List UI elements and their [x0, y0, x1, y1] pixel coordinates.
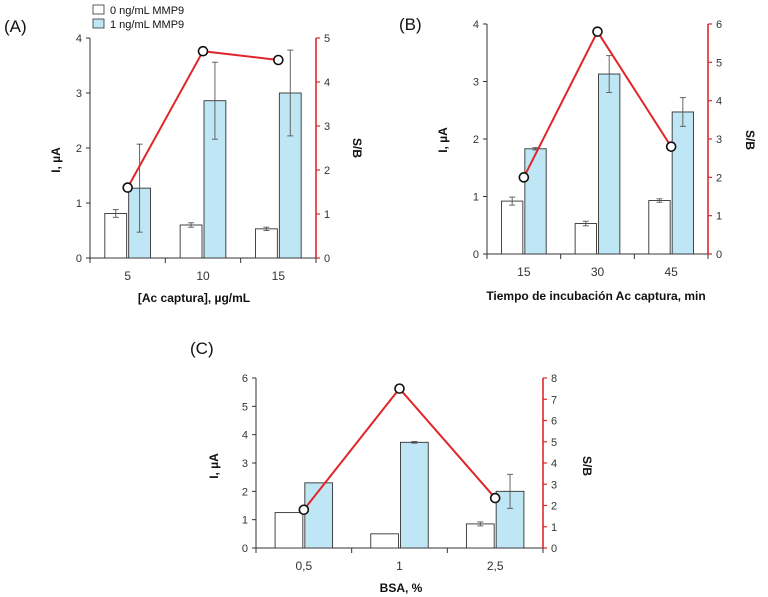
panel-c-y2tick-label: 5 [551, 437, 557, 449]
panel-a-y2label: S/B [350, 138, 364, 158]
panel-b-bar-s0-2 [648, 200, 671, 255]
panel-c-y2tick-label: 1 [551, 522, 557, 534]
panel-c-ytick-label: 3 [242, 458, 248, 470]
panel-a-xtick-label: 5 [124, 269, 131, 283]
panel-c-ytick-label: 4 [242, 430, 248, 442]
panel-b-y2tick-label: 3 [716, 134, 722, 146]
panel-b-y2tick-label: 2 [716, 172, 722, 184]
panel-a-y2tick-label: 1 [324, 209, 330, 221]
panel-a-y2tick-label: 2 [324, 165, 330, 177]
panel-b-y2tick-label: 6 [716, 19, 722, 31]
panel-a-y2tick-label: 3 [324, 121, 330, 133]
panel-c-bar-s0-2 [465, 523, 495, 549]
panel-b-label: (B) [399, 15, 422, 34]
panel-c-ytick-label: 2 [242, 486, 248, 498]
panel-c-bar-s0-0 [274, 512, 304, 549]
panel-a-ytick-label: 3 [76, 88, 82, 100]
panel-b-bar-s1-0 [524, 148, 547, 255]
panel-a-ytick-label: 2 [76, 143, 82, 155]
panel-c-label: (C) [190, 339, 214, 358]
panel-a-y2tick-label: 0 [324, 253, 330, 265]
panel-a-bar-s0-0 [104, 212, 128, 259]
panel-b-ytick-label: 3 [473, 77, 479, 89]
panel-a-xtick-label: 15 [272, 269, 286, 283]
panel-c-xtick-label: 1 [396, 559, 403, 573]
panel-c-y2label: S/B [580, 456, 594, 476]
panel-a-ylabel: I, µA [49, 147, 63, 173]
panel-a-xtick-label: 10 [196, 269, 210, 283]
panel-b-xtick-label: 15 [517, 265, 531, 279]
panel-a-y2tick-label: 5 [324, 33, 330, 45]
panel-c-sb-point-2 [489, 492, 501, 504]
panel-c-y2tick-label: 6 [551, 416, 557, 428]
legend-label-1ng: 1 ng/mL MMP9 [110, 19, 184, 31]
panel-a-sb-line [126, 50, 279, 189]
panel-b: (B) I, µA S/B Tiempo de incubación Ac ca… [399, 15, 757, 303]
panel-b-ytick-label: 0 [473, 249, 479, 261]
panel-b-ytick-label: 1 [473, 192, 479, 204]
legend: 0 ng/mL MMP9 1 ng/mL MMP9 [92, 4, 184, 31]
panel-a-bar-s0-2 [255, 228, 278, 259]
panel-c-xtick-label: 0,5 [295, 559, 312, 573]
panel-a-sb-point-0 [122, 182, 133, 193]
panel-a: (A) I, µA S/B [Ac captura], µg/mL 0 1 2 3 4 0… [4, 17, 364, 305]
panel-b-sb-point-2 [665, 141, 677, 152]
panel-b-bar-s0-1 [574, 223, 597, 255]
panel-c-bar-s0-1 [370, 533, 399, 549]
panel-a-bar-s0-1 [179, 224, 203, 259]
panel-b-y2tick-label: 4 [716, 96, 722, 108]
panel-b-xtick-label: 45 [664, 265, 678, 279]
panel-c-y2tick-label: 8 [551, 373, 557, 385]
panel-b-ytick-label: 2 [473, 134, 479, 146]
panel-a-ytick-label: 0 [76, 253, 82, 265]
panel-c-y2tick-label: 2 [551, 501, 557, 513]
panel-a-sb-point-2 [273, 54, 284, 66]
panel-c: (C) I, µA S/B BSA, % 0 1 2 3 4 5 6 0 1 2 3 4 5 6 7 8 0,5… [190, 339, 594, 595]
panel-b-ytick-label: 4 [473, 19, 479, 31]
panel-a-ytick-label: 4 [76, 33, 82, 45]
panel-c-ylabel: I, µA [207, 453, 221, 479]
panel-a-label: (A) [4, 17, 27, 36]
panel-b-bar-s0-0 [501, 200, 524, 255]
panel-c-ytick-label: 6 [242, 373, 248, 385]
panel-c-xlabel: BSA, % [380, 581, 423, 595]
legend-swatch-0ng [92, 4, 105, 15]
panel-b-ylabel: I, µA [436, 127, 450, 153]
panel-c-ytick-label: 5 [242, 401, 248, 413]
panel-c-bar-s1-0 [304, 482, 334, 549]
panel-b-y2tick-label: 0 [716, 249, 722, 261]
panel-b-sb-point-0 [518, 172, 530, 183]
panel-c-y2tick-label: 7 [551, 394, 557, 406]
panel-a-y2tick-label: 4 [324, 77, 330, 89]
panel-c-sb-point-1 [394, 383, 405, 394]
legend-label-0ng: 0 ng/mL MMP9 [110, 5, 184, 17]
panel-b-xlabel: Tiempo de incubación Ac captura, min [486, 289, 705, 303]
panel-c-xtick-label: 2,5 [487, 559, 504, 573]
panel-c-bar-s1-1 [400, 441, 429, 549]
panel-c-y2tick-label: 0 [551, 543, 557, 555]
panel-a-xlabel: [Ac captura], µg/mL [138, 291, 250, 305]
panel-c-ytick-label: 0 [242, 543, 248, 555]
panel-b-bar-s1-2 [671, 111, 694, 255]
panel-b-y2tick-label: 5 [716, 57, 722, 69]
panel-b-xtick-label: 30 [591, 265, 605, 279]
panel-c-y2tick-label: 4 [551, 458, 557, 470]
legend-swatch-1ng [92, 18, 105, 29]
panel-c-sb-point-0 [298, 504, 310, 516]
panel-c-ytick-label: 1 [242, 515, 248, 527]
panel-c-y2tick-label: 3 [551, 479, 557, 491]
panel-b-sb-point-1 [592, 26, 603, 37]
panel-a-ytick-label: 1 [76, 198, 82, 210]
panel-b-bar-s1-1 [598, 73, 621, 255]
panel-a-sb-point-1 [197, 45, 209, 57]
panel-b-y2label: S/B [743, 130, 757, 150]
panel-b-y2tick-label: 1 [716, 211, 722, 223]
